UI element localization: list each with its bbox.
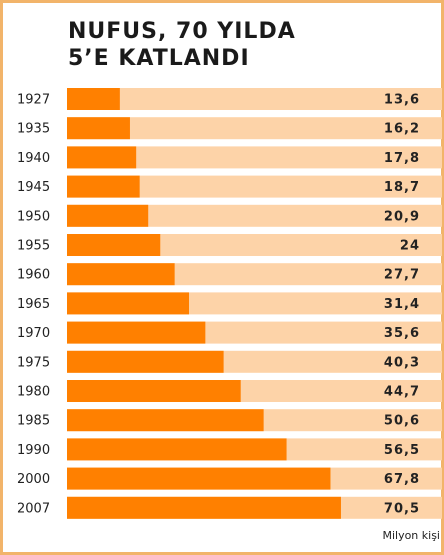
bar xyxy=(67,438,287,461)
y-tick-label: 1927 xyxy=(17,93,50,108)
value-label: 16,2 xyxy=(384,122,420,137)
y-tick-label: 1965 xyxy=(17,297,50,312)
bar xyxy=(67,496,341,519)
bar-track xyxy=(67,146,442,169)
bar-track xyxy=(67,234,442,256)
y-tick-label: 1990 xyxy=(17,443,50,458)
bar xyxy=(67,409,264,432)
y-tick-label: 1960 xyxy=(17,268,50,283)
y-tick-label: 1945 xyxy=(17,180,50,195)
bar xyxy=(67,321,206,344)
value-label: 70,5 xyxy=(384,501,420,516)
value-label: 35,6 xyxy=(384,326,420,341)
value-label: 50,6 xyxy=(384,414,420,429)
bar xyxy=(67,204,149,227)
value-label: 67,8 xyxy=(384,472,420,487)
value-label: 13,6 xyxy=(384,93,420,108)
value-label: 27,7 xyxy=(384,268,420,283)
bar xyxy=(67,263,175,286)
value-label: 40,3 xyxy=(384,355,420,370)
value-label: 20,9 xyxy=(384,209,420,224)
bar xyxy=(67,350,224,373)
y-tick-label: 1935 xyxy=(17,122,50,137)
y-tick-label: 2007 xyxy=(17,501,50,516)
y-tick-label: 1975 xyxy=(17,355,50,370)
bar xyxy=(67,117,130,140)
bar-track xyxy=(67,117,442,140)
y-tick-label: 1970 xyxy=(17,326,50,341)
value-label: 17,8 xyxy=(384,151,420,166)
value-label: 24 xyxy=(400,239,420,254)
y-tick-label: 1940 xyxy=(17,151,50,166)
value-label: 56,5 xyxy=(384,443,420,458)
value-label: 44,7 xyxy=(384,385,420,400)
value-label: 18,7 xyxy=(384,180,420,195)
y-tick-label: 2000 xyxy=(17,472,50,487)
y-tick-label: 1955 xyxy=(17,239,50,254)
bar xyxy=(67,88,120,110)
bar xyxy=(67,234,161,256)
bar-track xyxy=(67,88,442,110)
bar xyxy=(67,175,140,198)
bar xyxy=(67,146,137,169)
y-tick-label: 1950 xyxy=(17,209,50,224)
bar-track xyxy=(67,204,442,227)
y-tick-label: 1985 xyxy=(17,414,50,429)
y-tick-label: 1980 xyxy=(17,385,50,400)
chart-title-line-2: 5’E KATLANDI xyxy=(68,46,250,71)
bar xyxy=(67,467,331,490)
value-label: 31,4 xyxy=(384,297,420,312)
bar-track xyxy=(67,175,442,198)
chart-title-line-1: NUFUS, 70 YILDA xyxy=(68,19,296,44)
bar xyxy=(67,380,241,402)
bar xyxy=(67,292,190,315)
unit-label: Milyon kişi xyxy=(382,529,440,542)
